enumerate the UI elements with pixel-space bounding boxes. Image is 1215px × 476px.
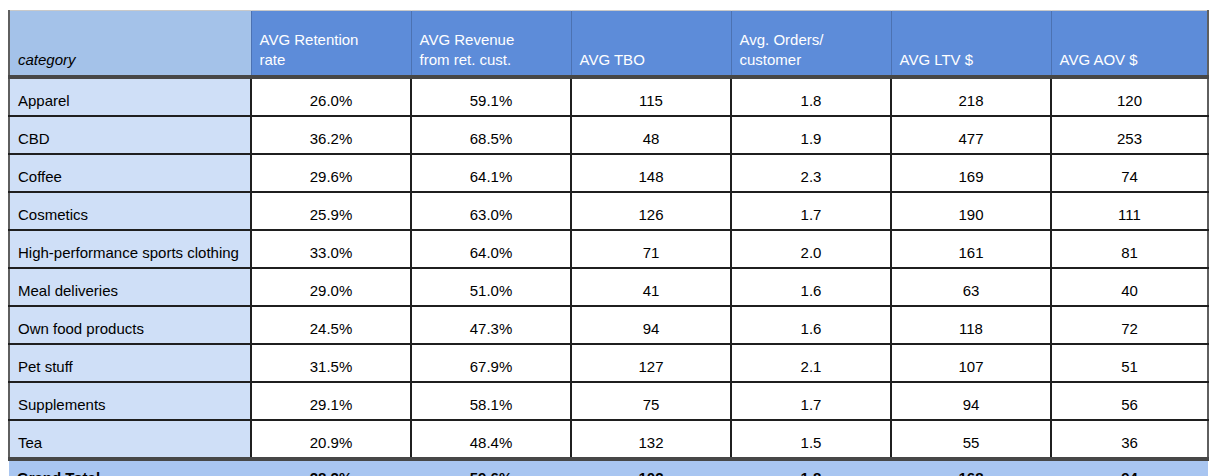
data-cell: 115 [571, 77, 731, 116]
data-cell: 190 [891, 192, 1051, 230]
row-category-cell: Tea [9, 420, 251, 459]
row-category-cell: Supplements [9, 382, 251, 420]
data-cell: 33.0% [251, 230, 411, 268]
table-row: Coffee29.6%64.1%1482.316974 [9, 154, 1208, 192]
data-cell: 25.9% [251, 192, 411, 230]
data-cell: 64.0% [411, 230, 571, 268]
data-cell: 64.1% [411, 154, 571, 192]
table-row: Apparel26.0%59.1%1151.8218120 [9, 77, 1208, 116]
data-cell: 41 [571, 268, 731, 306]
data-cell: 2.1 [731, 344, 891, 382]
column-header-aov: AVG AOV $ [1051, 11, 1208, 78]
data-cell: 1.7 [731, 192, 891, 230]
data-cell: 127 [571, 344, 731, 382]
data-cell: 40 [1051, 268, 1208, 306]
data-cell: 51 [1051, 344, 1208, 382]
table-row: Tea20.9%48.4%1321.55536 [9, 420, 1208, 459]
row-category-cell: High-performance sports clothing [9, 230, 251, 268]
data-cell: 29.0% [251, 268, 411, 306]
data-cell: 1.8 [731, 77, 891, 116]
data-cell: 29.6% [251, 154, 411, 192]
data-cell: 26.0% [251, 77, 411, 116]
data-cell: 68.5% [411, 116, 571, 154]
grand-total-cell: 1.8 [731, 459, 891, 476]
data-cell: 59.1% [411, 77, 571, 116]
data-cell: 63.0% [411, 192, 571, 230]
row-category-cell: Cosmetics [9, 192, 251, 230]
column-header-category: category [9, 11, 251, 78]
data-cell: 58.1% [411, 382, 571, 420]
column-header-retention: AVG Retention rate [251, 11, 411, 78]
data-cell: 51.0% [411, 268, 571, 306]
data-cell: 1.6 [731, 306, 891, 344]
data-cell: 2.3 [731, 154, 891, 192]
table-row: Supplements29.1%58.1%751.79456 [9, 382, 1208, 420]
data-cell: 148 [571, 154, 731, 192]
row-category-cell: Apparel [9, 77, 251, 116]
grand-total-cell: 59.6% [411, 459, 571, 476]
column-header-revenue: AVG Revenue from ret. cust. [411, 11, 571, 78]
data-cell: 36 [1051, 420, 1208, 459]
data-cell: 48.4% [411, 420, 571, 459]
data-cell: 24.5% [251, 306, 411, 344]
data-cell: 1.6 [731, 268, 891, 306]
table-row: Pet stuff31.5%67.9%1272.110751 [9, 344, 1208, 382]
column-header-orders: Avg. Orders/ customer [731, 11, 891, 78]
column-header-tbo: AVG TBO [571, 11, 731, 78]
table-row: High-performance sports clothing33.0%64.… [9, 230, 1208, 268]
data-cell: 71 [571, 230, 731, 268]
data-cell: 72 [1051, 306, 1208, 344]
data-cell: 36.2% [251, 116, 411, 154]
data-cell: 67.9% [411, 344, 571, 382]
data-cell: 107 [891, 344, 1051, 382]
row-category-cell: Own food products [9, 306, 251, 344]
data-cell: 20.9% [251, 420, 411, 459]
data-cell: 56 [1051, 382, 1208, 420]
data-cell: 94 [571, 306, 731, 344]
grand-total-cell: 28.2% [251, 459, 411, 476]
data-cell: 1.9 [731, 116, 891, 154]
data-cell: 120 [1051, 77, 1208, 116]
grand-total-label: Grand Total [9, 459, 251, 476]
table-row: Meal deliveries29.0%51.0%411.66340 [9, 268, 1208, 306]
data-cell: 161 [891, 230, 1051, 268]
row-category-cell: CBD [9, 116, 251, 154]
spreadsheet-region: categoryAVG Retention rateAVG Revenue fr… [0, 0, 1215, 476]
data-cell: 31.5% [251, 344, 411, 382]
data-cell: 2.0 [731, 230, 891, 268]
data-cell: 48 [571, 116, 731, 154]
grand-total-cell: 102 [571, 459, 731, 476]
data-cell: 1.5 [731, 420, 891, 459]
data-cell: 169 [891, 154, 1051, 192]
row-category-cell: Pet stuff [9, 344, 251, 382]
row-category-cell: Meal deliveries [9, 268, 251, 306]
table-row: Cosmetics25.9%63.0%1261.7190111 [9, 192, 1208, 230]
grand-total-row: Grand Total28.2%59.6%1021.816894 [9, 459, 1208, 476]
data-cell: 29.1% [251, 382, 411, 420]
data-cell: 477 [891, 116, 1051, 154]
table-body: Apparel26.0%59.1%1151.8218120CBD36.2%68.… [9, 77, 1208, 459]
data-cell: 63 [891, 268, 1051, 306]
table-row: Own food products24.5%47.3%941.611872 [9, 306, 1208, 344]
data-cell: 126 [571, 192, 731, 230]
grand-total-cell: 168 [891, 459, 1051, 476]
header-row: categoryAVG Retention rateAVG Revenue fr… [9, 11, 1208, 78]
data-cell: 1.7 [731, 382, 891, 420]
data-cell: 94 [891, 382, 1051, 420]
data-cell: 75 [571, 382, 731, 420]
data-cell: 118 [891, 306, 1051, 344]
data-cell: 55 [891, 420, 1051, 459]
data-cell: 74 [1051, 154, 1208, 192]
category-metrics-table: categoryAVG Retention rateAVG Revenue fr… [8, 10, 1209, 476]
grand-total-cell: 94 [1051, 459, 1208, 476]
row-category-cell: Coffee [9, 154, 251, 192]
data-cell: 81 [1051, 230, 1208, 268]
data-cell: 111 [1051, 192, 1208, 230]
table-row: CBD36.2%68.5%481.9477253 [9, 116, 1208, 154]
data-cell: 218 [891, 77, 1051, 116]
data-cell: 47.3% [411, 306, 571, 344]
data-cell: 132 [571, 420, 731, 459]
data-cell: 253 [1051, 116, 1208, 154]
column-header-ltv: AVG LTV $ [891, 11, 1051, 78]
